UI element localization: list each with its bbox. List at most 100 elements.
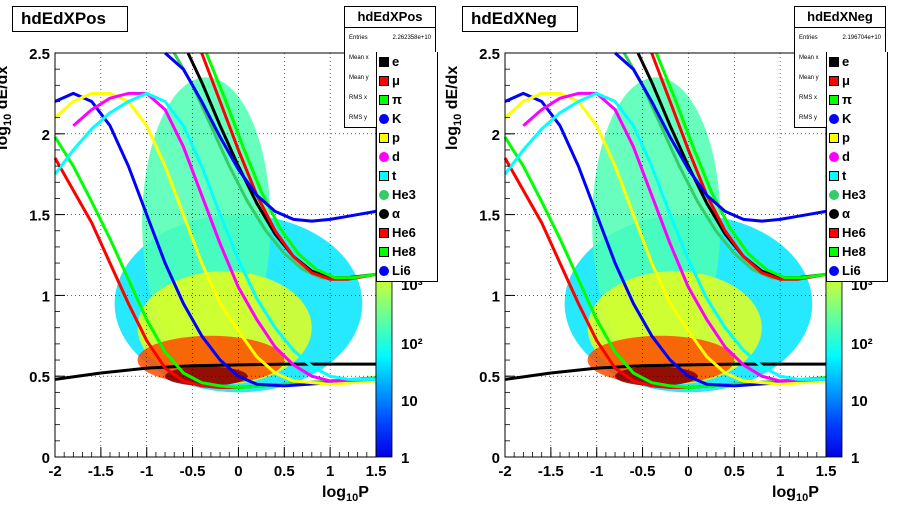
x-tick-label: -0.5 <box>180 463 206 480</box>
stats-label: RMS y <box>799 115 817 121</box>
legend-swatch <box>829 113 839 124</box>
curve-d <box>522 91 827 383</box>
y-tick-label: 1 <box>42 288 50 305</box>
legend-swatch <box>829 151 839 162</box>
histogram-panel-neg: -2 -1.5 -1 -0.5 0 0.5 1 1.5 0 0.5 1 1.5 2 2.5 1 10 10² 10… <box>444 0 900 514</box>
stats-label: Mean x <box>349 55 369 61</box>
stats-label: Entries <box>349 35 368 41</box>
legend-swatch <box>829 189 839 200</box>
legend-swatch <box>379 113 389 124</box>
legend-label: He6 <box>842 225 866 240</box>
legend-label: He3 <box>842 187 866 202</box>
legend-label: p <box>842 130 850 145</box>
z-tick-label: 10² <box>401 336 423 353</box>
legend-label: He3 <box>392 187 416 202</box>
x-tick-label: 1 <box>776 463 784 480</box>
legend-label: e <box>392 54 400 69</box>
legend-swatch <box>379 151 389 162</box>
x-tick-label: -1 <box>590 463 603 480</box>
legend-swatch <box>379 94 389 105</box>
curve-K <box>54 91 377 388</box>
legend-entry: e <box>377 52 437 71</box>
x-axis-label: log10P <box>322 484 369 505</box>
legend-swatch <box>829 246 839 257</box>
x-tick-label: -1 <box>140 463 153 480</box>
legend-swatch <box>829 265 839 276</box>
stats-label: Mean y <box>349 75 369 81</box>
x-tick-label: -1.5 <box>538 463 564 480</box>
z-tick-label: 10² <box>851 336 873 353</box>
legend-swatch <box>379 132 389 143</box>
legend-swatch <box>379 75 389 86</box>
stats-value: 2.196704e+10 <box>842 35 881 41</box>
legend-entry: p <box>377 128 437 147</box>
y-tick-label: 0.5 <box>29 369 50 386</box>
legend-entry: K <box>827 109 887 128</box>
legend-entry: μ <box>827 71 887 90</box>
stats-label: Entries <box>799 35 818 41</box>
curve-p <box>54 91 377 386</box>
legend-label: He6 <box>392 225 416 240</box>
curve-Li6 <box>614 51 827 223</box>
legend-entry: He8 <box>377 242 437 261</box>
stats-label: RMS x <box>799 95 817 101</box>
stats-row: Entries 2.262358e+10 <box>345 28 435 48</box>
curve-e <box>504 362 826 381</box>
legend-swatch <box>829 75 839 86</box>
x-tick-label: 0.5 <box>274 463 295 480</box>
curve-d <box>72 91 377 383</box>
legend-label: He8 <box>392 244 416 259</box>
legend-entry: π <box>377 90 437 109</box>
y-axis-label: log10 dE/dx <box>444 65 465 150</box>
legend-entry: μ <box>377 71 437 90</box>
legend-entry: d <box>827 147 887 166</box>
legend-entry: He6 <box>827 223 887 242</box>
x-tick-label: -2 <box>498 463 511 480</box>
legend-label: π <box>392 92 402 107</box>
stats-label: RMS y <box>349 115 367 121</box>
stats-row: Entries 2.196704e+10 <box>795 28 885 48</box>
legend-entry: He8 <box>827 242 887 261</box>
legend-swatch <box>379 56 389 67</box>
curve-He8 <box>654 52 827 280</box>
curve-He6 <box>200 52 377 281</box>
y-tick-label: 0 <box>492 450 500 467</box>
curve-p <box>504 91 827 386</box>
z-tick-label: 10 <box>851 393 868 410</box>
legend-label: Li6 <box>392 263 411 278</box>
legend-entry: t <box>827 166 887 185</box>
curve-t <box>503 91 826 381</box>
legend-swatch <box>379 265 389 276</box>
x-axis-label: log10P <box>772 484 819 505</box>
legend-label: t <box>392 168 397 183</box>
legend-label: Li6 <box>842 263 861 278</box>
y-tick-label: 1.5 <box>479 208 500 225</box>
legend-entry: He3 <box>377 185 437 204</box>
y-axis-label: log10 dE/dx <box>0 65 15 150</box>
legend-label: π <box>842 92 852 107</box>
band-curves <box>503 51 827 389</box>
legend-label: α <box>392 206 400 221</box>
legend-label: e <box>842 54 850 69</box>
y-tick-label: 2 <box>492 127 500 144</box>
legend-label: K <box>842 111 852 126</box>
histogram-panel-pos: -2 -1.5 -1 -0.5 0 0.5 1 1.5 0 0.5 1 1.5 2 2.5 1 10 10² 10… <box>0 0 450 514</box>
legend-label: d <box>842 149 850 164</box>
stats-label: Mean y <box>799 75 819 81</box>
x-tick-label: 1.5 <box>816 463 837 480</box>
plot-title: hdEdXNeg <box>462 6 578 32</box>
legend-swatch <box>829 56 839 67</box>
y-tick-label: 1 <box>492 288 500 305</box>
legend-entry: t <box>377 166 437 185</box>
legend-label: He8 <box>842 244 866 259</box>
curve-t <box>53 91 376 381</box>
legend-label: t <box>842 168 847 183</box>
x-tick-label: -0.5 <box>630 463 656 480</box>
x-tick-label: -1.5 <box>88 463 114 480</box>
legend-label: K <box>392 111 402 126</box>
y-tick-label: 2 <box>42 127 50 144</box>
x-tick-label: 0 <box>684 463 692 480</box>
legend-label: μ <box>842 73 850 88</box>
legend-swatch <box>379 227 389 238</box>
stats-title: hdEdXNeg <box>795 7 885 28</box>
